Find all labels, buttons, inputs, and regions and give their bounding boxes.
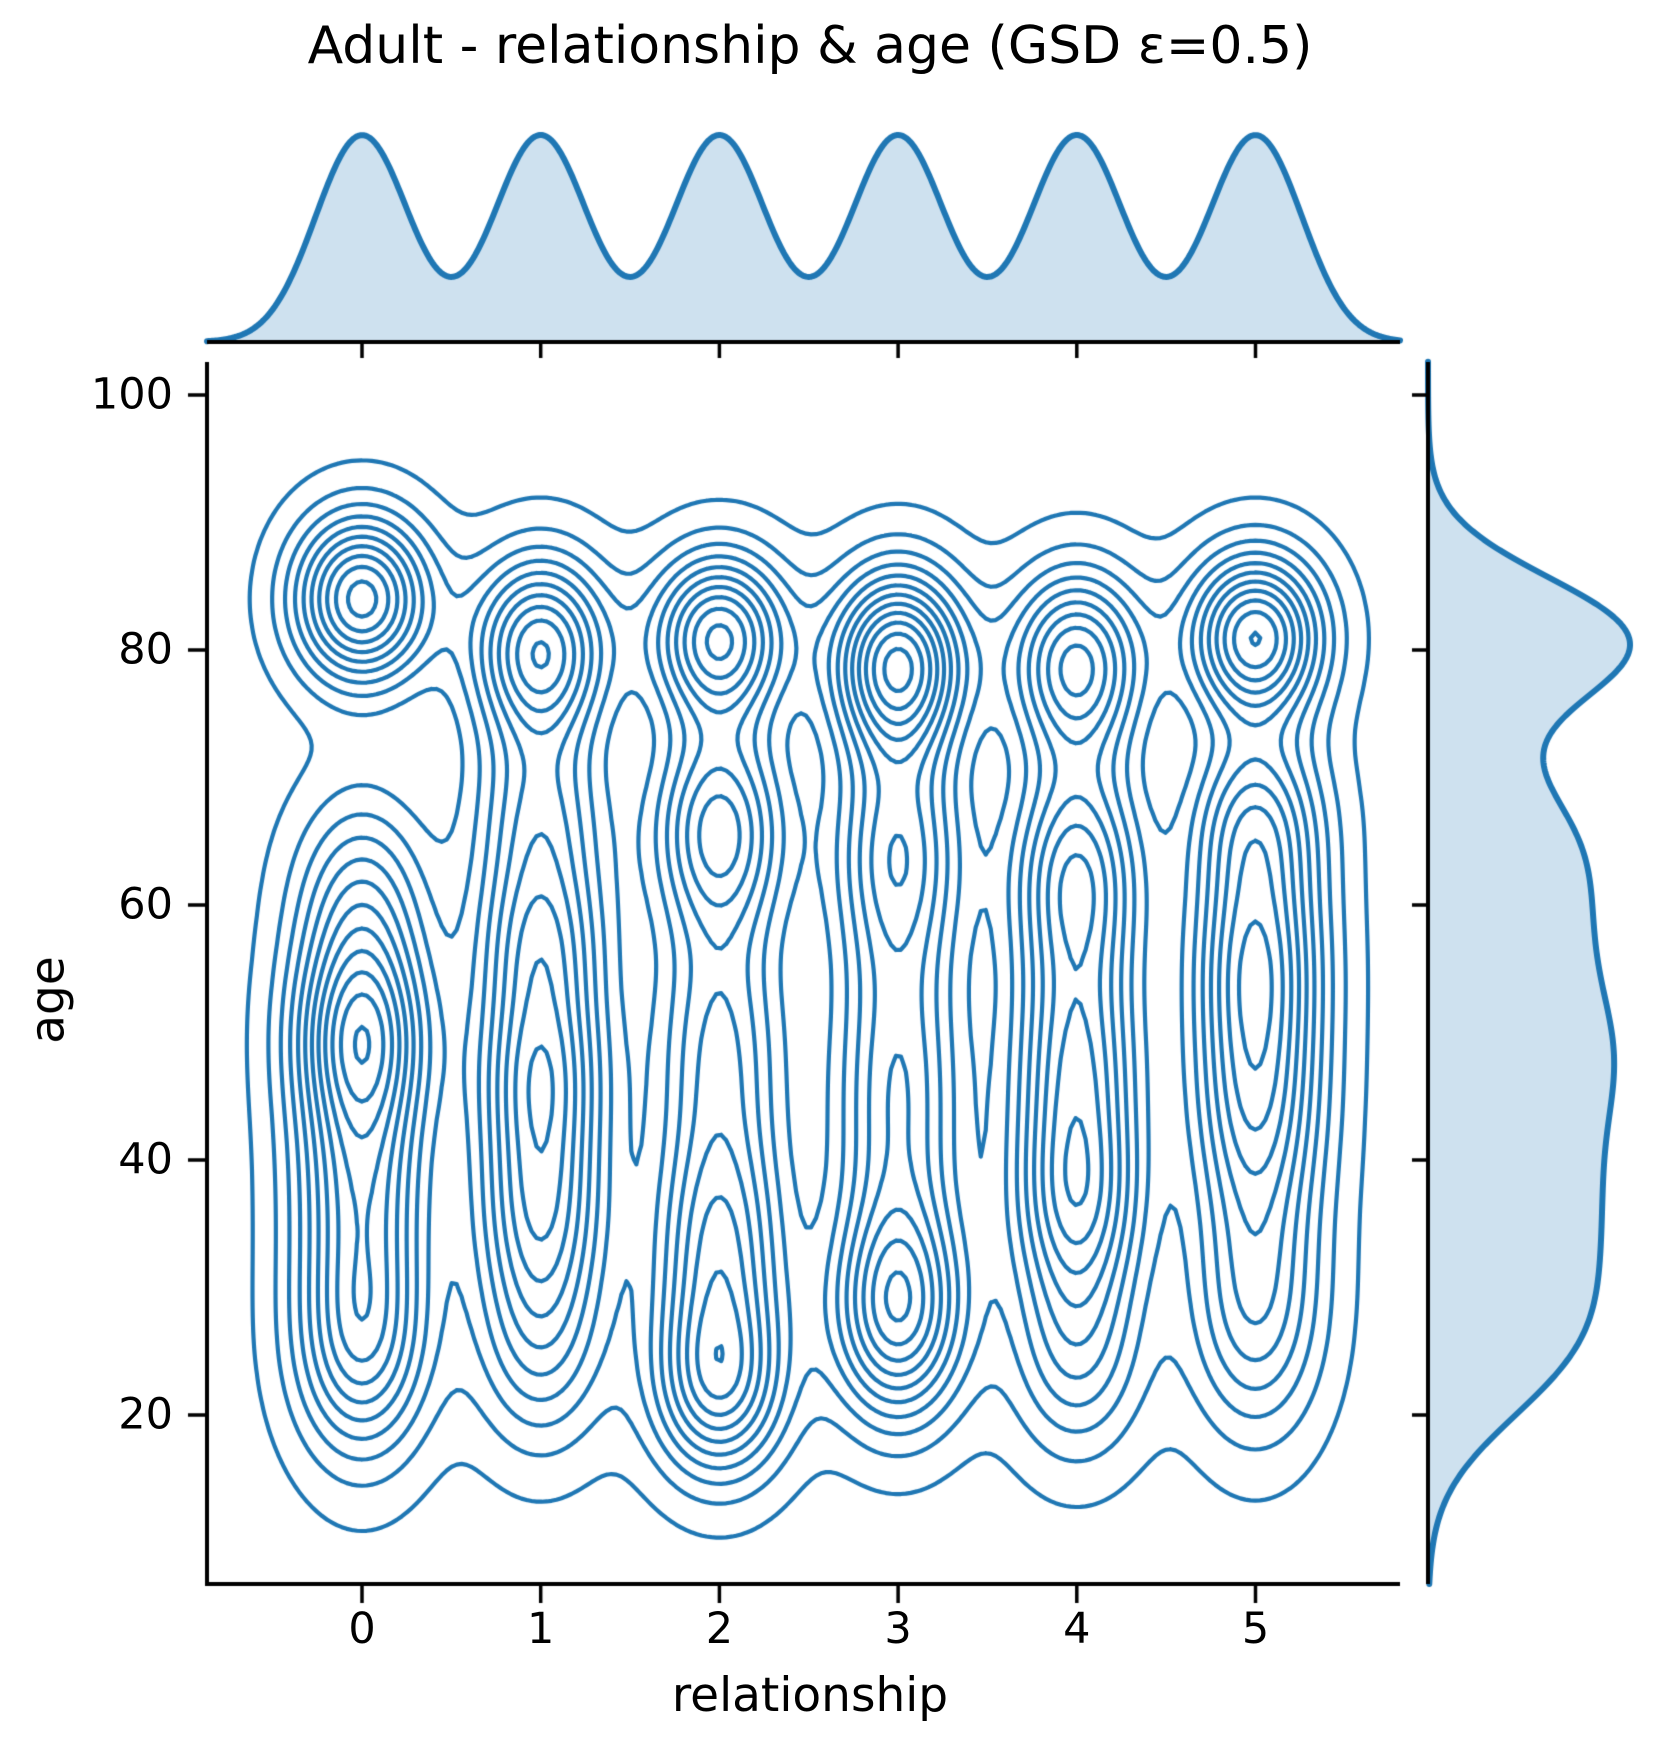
x-tick-label: 1 [527,1604,555,1654]
y-tick-label: 40 [118,1134,173,1185]
x-axis-label: relationship [671,1668,949,1723]
y-tick-label: 20 [118,1389,173,1440]
x-tick-label: 4 [1063,1604,1091,1654]
plot-title: Adult - relationship & age (GSD ε=0.5) [307,16,1313,76]
y-tick-label: 60 [118,879,173,930]
y-tick-label: 80 [118,624,173,675]
x-tick-label: 2 [705,1604,734,1654]
x-tick-label: 5 [1241,1604,1270,1654]
y-tick-label: 100 [90,369,173,420]
x-tick-label: 3 [884,1604,912,1654]
y-axis-label: age [20,956,76,1044]
x-tick-label: 0 [348,1604,376,1654]
